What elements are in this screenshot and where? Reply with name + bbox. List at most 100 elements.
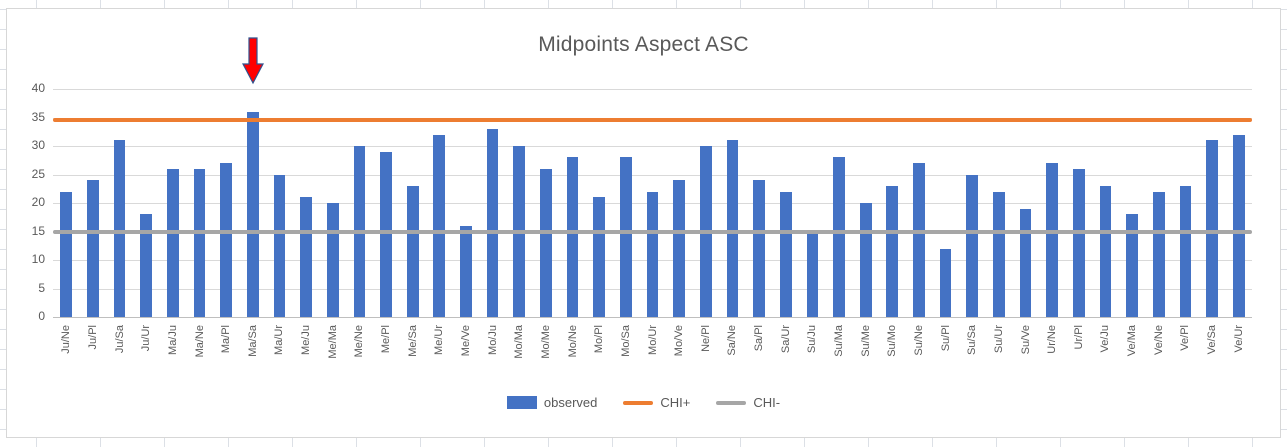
legend: observed CHI+ CHI- <box>7 395 1280 410</box>
y-tick-label: 10 <box>31 252 45 266</box>
chi-minus-line[interactable] <box>53 229 1252 234</box>
x-tick-label: Me/Ne <box>353 325 366 358</box>
y-tick-label: 0 <box>38 309 45 323</box>
y-tick-label: 35 <box>31 109 45 124</box>
bar[interactable] <box>220 163 233 317</box>
x-tick-label: Ve/Ma <box>1126 325 1139 357</box>
x-tick-label: Me/Pl <box>380 325 393 354</box>
bar[interactable] <box>913 163 925 317</box>
x-tick-label: Sa/Pl <box>753 325 766 352</box>
bar[interactable] <box>380 151 392 317</box>
bar[interactable] <box>1046 163 1059 317</box>
bar[interactable] <box>433 134 446 317</box>
bar[interactable] <box>1072 168 1085 317</box>
chart-title: Midpoints Aspect ASC <box>538 33 749 56</box>
bar[interactable] <box>540 168 552 317</box>
gridline <box>53 146 1252 147</box>
legend-item-observed[interactable]: observed <box>506 395 598 410</box>
bar[interactable] <box>300 197 312 317</box>
bar[interactable] <box>406 185 419 317</box>
bar[interactable] <box>886 185 899 317</box>
bar[interactable] <box>1152 191 1165 317</box>
legend-item-chi-plus[interactable]: CHI+ <box>623 395 690 410</box>
y-tick-label: 5 <box>38 280 45 295</box>
x-tick-label: Mo/Ur <box>646 325 659 355</box>
bar[interactable] <box>273 174 286 317</box>
x-tick-label: Ma/Sa <box>246 325 259 357</box>
legend-label: CHI+ <box>660 395 691 410</box>
x-tick-label: Su/Ve <box>1019 325 1032 355</box>
y-tick-label: 25 <box>31 166 45 181</box>
x-tick-label: Ju/Ne <box>60 325 73 354</box>
bar[interactable] <box>753 180 765 317</box>
legend-label: CHI- <box>753 395 781 410</box>
bar[interactable] <box>1179 185 1192 317</box>
x-tick-label: Me/Ma <box>326 325 339 359</box>
x-tick-label: Ve/Ur <box>1232 325 1245 353</box>
bar[interactable] <box>1019 208 1032 317</box>
bar[interactable] <box>87 180 99 317</box>
bar[interactable] <box>779 191 792 317</box>
chi-plus-line[interactable] <box>53 118 1252 123</box>
x-axis: Ju/Ne Ju/Pl Ju/Sa Ju/Ur Ma/Ju Ma/Ne Ma/Pl Ma/Sa… <box>53 321 1252 385</box>
bar[interactable] <box>726 140 739 317</box>
bar[interactable] <box>806 231 819 317</box>
x-tick-label: Ju/Pl <box>86 325 99 350</box>
bar[interactable] <box>833 157 845 317</box>
x-tick-label: Ve/Ju <box>1099 325 1112 353</box>
plot-area <box>53 89 1252 318</box>
x-tick-label: Su/Ne <box>912 325 925 356</box>
y-tick-label: 40 <box>31 81 45 95</box>
bar[interactable] <box>593 197 606 317</box>
x-tick-label: Su/Sa <box>966 325 979 355</box>
bar[interactable] <box>140 214 153 317</box>
bar[interactable] <box>326 203 339 317</box>
bar[interactable] <box>619 157 632 317</box>
x-tick-label: Mo/Pl <box>593 325 606 354</box>
bar[interactable] <box>1099 185 1112 317</box>
legend-label: observed <box>543 395 598 410</box>
x-tick-label: Me/Sa <box>406 325 419 357</box>
x-tick-label: Ur/Ne <box>1046 325 1059 354</box>
y-tick-label: 20 <box>31 195 45 209</box>
x-tick-label: Me/Ve <box>459 325 472 357</box>
bar[interactable] <box>246 111 259 317</box>
bar[interactable] <box>113 140 126 317</box>
red-down-arrow-icon[interactable] <box>241 37 264 85</box>
legend-item-chi-minus[interactable]: CHI- <box>716 395 780 410</box>
bar[interactable] <box>673 180 685 317</box>
x-tick-label: Su/Mo <box>886 325 899 357</box>
x-tick-label: Ne/Pl <box>699 325 712 352</box>
gridline <box>53 89 1252 90</box>
x-tick-label: Ju/Ur <box>140 325 153 352</box>
gridline <box>53 174 1252 176</box>
y-axis: 0 5 10 15 20 25 30 35 40 <box>7 81 45 323</box>
bar[interactable] <box>939 248 952 317</box>
x-tick-label: Ve/Ne <box>1152 325 1165 355</box>
x-tick-label: Mo/Ma <box>513 325 526 359</box>
bar[interactable] <box>460 225 472 317</box>
bar[interactable] <box>60 191 73 317</box>
x-tick-label: Sa/Ur <box>779 325 792 354</box>
y-tick-label: 30 <box>31 138 45 152</box>
x-tick-label: Ma/Ur <box>273 325 286 355</box>
bar[interactable] <box>993 191 1005 317</box>
bar[interactable] <box>859 203 872 317</box>
bar[interactable] <box>167 168 179 317</box>
bar[interactable] <box>193 168 206 317</box>
bar[interactable] <box>1232 134 1245 317</box>
x-tick-label: Me/Ju <box>300 325 313 355</box>
x-tick-label: Su/Ju <box>806 325 819 354</box>
bar[interactable] <box>486 128 499 317</box>
bar[interactable] <box>646 191 659 317</box>
bar[interactable] <box>966 174 979 317</box>
bar[interactable] <box>566 157 579 317</box>
x-tick-label: Mo/Me <box>539 325 552 359</box>
bar[interactable] <box>1126 214 1138 317</box>
chart-container[interactable]: Midpoints Aspect ASC 0 5 10 15 20 25 30 35 40 Ju… <box>6 8 1281 438</box>
bar[interactable] <box>1206 140 1218 317</box>
legend-line-swatch <box>623 400 654 405</box>
x-tick-label: Me/Ur <box>433 325 446 355</box>
x-tick-label: Sa/Ne <box>726 325 739 356</box>
x-tick-label: Ur/Pl <box>1072 325 1085 350</box>
